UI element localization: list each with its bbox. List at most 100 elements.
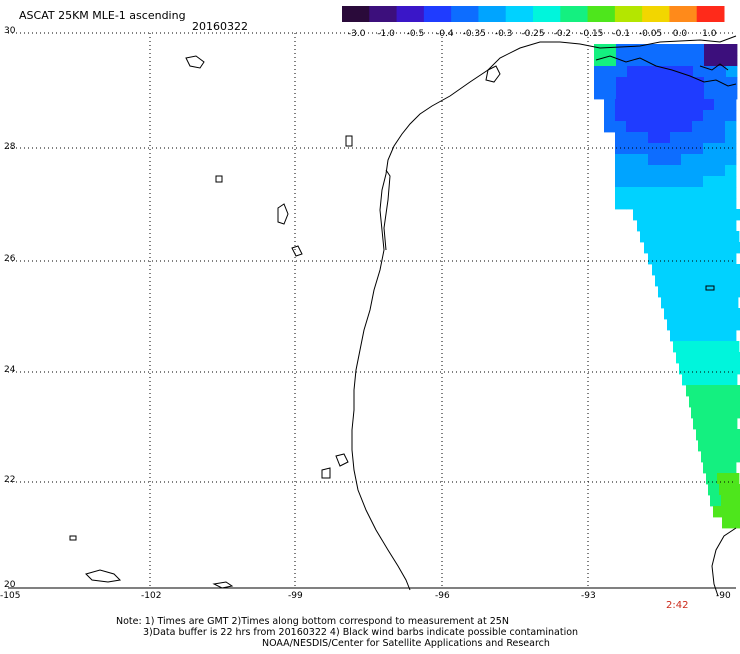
swath-cell [714,198,726,210]
swath-cell [670,132,682,144]
note-line-3: NOAA/NESDIS/Center for Satellite Applica… [262,638,550,649]
swath-cell [670,220,682,232]
swath-cell [703,121,715,133]
swath-cell [637,187,649,199]
swath-cell [652,264,664,276]
swath-cell [605,44,617,56]
swath-cell [659,132,671,144]
swath-cell [721,495,733,507]
swath-cell [693,374,705,386]
colorbar-label: -0.2 [554,29,572,39]
galveston-bay [485,65,501,83]
swath-cell [648,198,660,210]
colorbar-swatch [642,6,670,22]
swath-cell [615,110,627,122]
swath-cell [699,209,711,221]
swath-cell [658,286,670,298]
swath-cell [675,308,687,320]
swath-cell [633,209,645,221]
swath-cell [726,66,738,78]
swath-cell [719,484,731,496]
swath-cell [679,363,691,375]
swath-cell [703,220,715,232]
swath-cell [682,66,694,78]
swath-cell [666,242,678,254]
swath-cell [704,77,716,89]
swath-cell [724,407,736,419]
lake-7 [212,581,234,589]
colorbar-swatch [614,6,643,22]
colorbar-label: -3.0 [348,29,366,39]
swath-cell [703,99,715,111]
swath-cell [692,187,704,199]
pass-time: 2:42 [666,600,689,611]
swath-cell [708,484,720,496]
swath-cell [594,77,606,89]
swath-cell [627,77,639,89]
swath-cell [733,517,740,529]
swath-cell [706,341,718,353]
colorbar-swatch [587,6,616,22]
swath-cell [637,198,649,210]
colorbar-label: -0.5 [407,29,425,39]
y-tick-label: 24 [4,365,16,375]
swath-cell [724,506,736,518]
swath-cell [659,99,671,111]
swath-cell [640,231,652,243]
note-line-1: Note: 1) Times are GMT 2)Times along bot… [116,616,509,627]
swath-cell [711,319,723,331]
swath-cell [605,88,617,100]
swath-cell [732,242,740,254]
swath-cell [725,143,737,155]
swath-cell [703,253,715,265]
swath-cell [648,110,660,122]
swath-cell [677,209,689,221]
swath-cell [681,99,693,111]
swath-cell [681,220,693,232]
colorbar-swatch [396,6,425,22]
swath-cell [710,242,722,254]
swath-cell [722,396,734,408]
swath-cell [673,341,685,353]
swath-cell [735,506,740,518]
swath-cell [660,77,672,89]
swath-cell [615,121,627,133]
swath-cell [666,209,678,221]
swath-cell [714,132,726,144]
swath-cell [714,143,726,155]
swath-cell [704,44,716,56]
colorbar-swatch [560,6,589,22]
swath-cell [717,341,729,353]
x-tick-label: -93 [581,591,596,601]
swath-cell [714,176,726,188]
swath-cell [703,330,715,342]
swath-cell [689,319,701,331]
colorbar-label: -0.4 [436,29,454,39]
swath-cell [648,132,660,144]
swath-cell [681,165,693,177]
x-tick-label: -96 [435,591,450,601]
swath-cell [730,385,740,397]
swath-cell [671,77,683,89]
swath-cell [695,231,707,243]
swath-cell [651,231,663,243]
colorbar-label: -0.35 [463,29,486,39]
swath-cell [644,209,656,221]
swath-cell [692,253,704,265]
swath-cell [692,165,704,177]
swath-cell [715,88,727,100]
swath-cell [626,154,638,166]
chart-date: 20160322 [192,20,248,33]
swath-cell [712,451,724,463]
swath-cell [725,110,737,122]
swath-cell [660,88,672,100]
swath-cell [670,187,682,199]
swath-cell [616,44,628,56]
swath-cell [637,121,649,133]
colorbar-label: -0.1 [612,29,630,39]
swath-cell [725,176,737,188]
swath-cell [693,55,705,67]
swath-cell [698,440,710,452]
colorbar-swatch [669,6,698,22]
swath-cell [721,209,733,221]
